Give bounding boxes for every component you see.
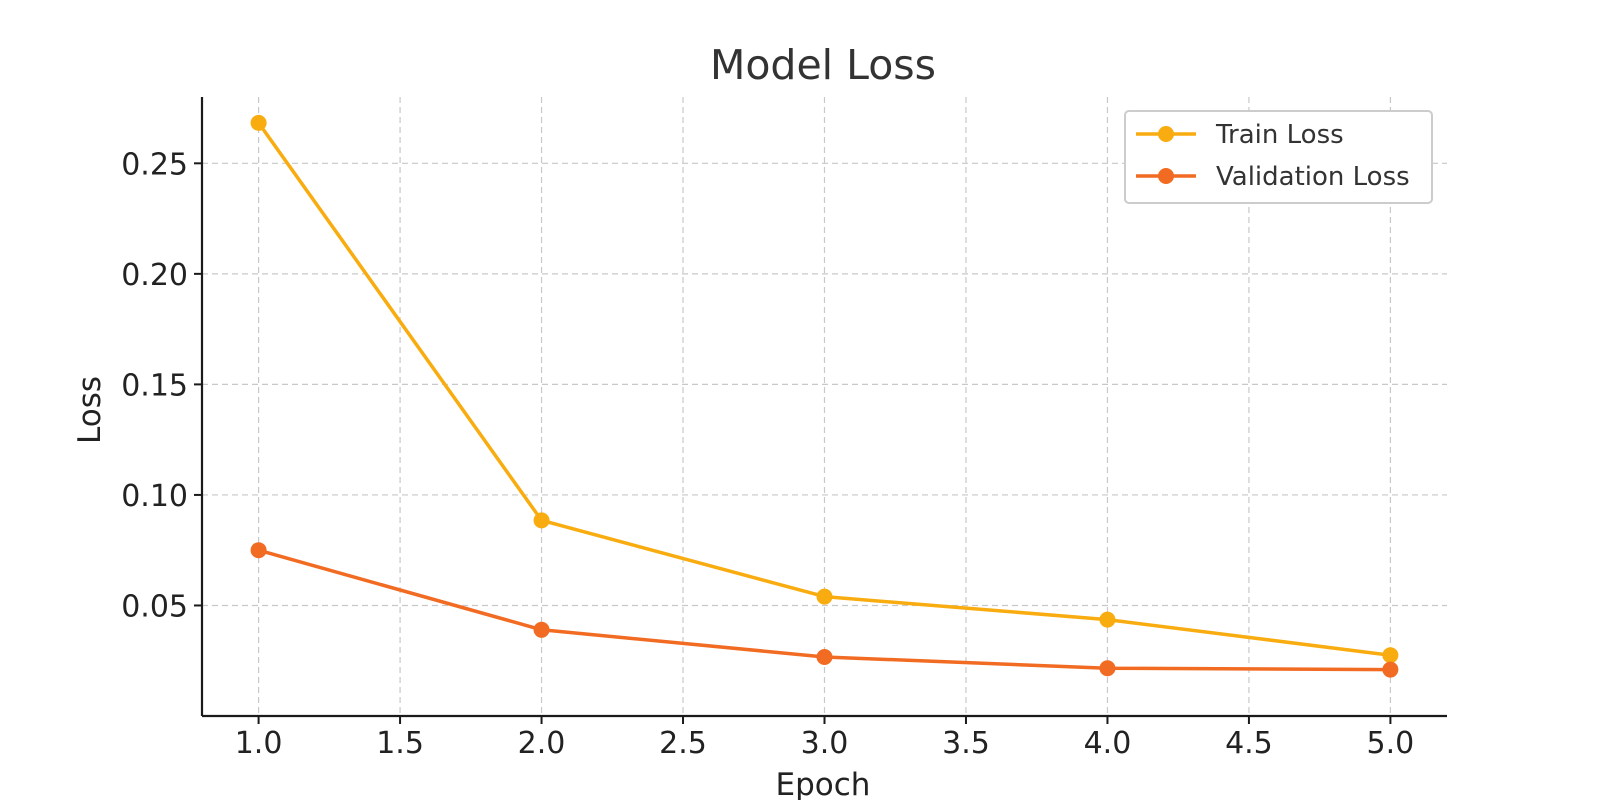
x-tick-label: 3.5 xyxy=(942,726,990,761)
data-point xyxy=(816,588,833,605)
legend-label: Validation Loss xyxy=(1216,162,1410,192)
data-point xyxy=(533,512,550,529)
x-ticks: 1.0 1.5 2.0 2.5 3.0 3.5 4.0 4.5 5.0 xyxy=(235,716,1415,761)
legend-item: Validation Loss xyxy=(1136,162,1410,192)
legend-item: Train Loss xyxy=(1136,120,1344,150)
legend-marker xyxy=(1158,126,1174,142)
data-point xyxy=(1382,647,1399,664)
series-2 xyxy=(250,542,1399,678)
y-axis-title: Loss xyxy=(72,376,108,444)
x-tick-label: 4.5 xyxy=(1225,726,1273,761)
series xyxy=(250,114,1399,678)
x-tick-label: 4.0 xyxy=(1084,726,1132,761)
legend-marker xyxy=(1158,168,1174,184)
data-point xyxy=(816,648,833,665)
y-tick-label: 0.25 xyxy=(121,147,188,182)
data-point xyxy=(1099,660,1116,677)
legend: Train Loss Validation Loss xyxy=(1124,110,1433,204)
y-ticks: 0.05 0.10 0.15 0.20 0.25 xyxy=(121,147,202,624)
legend-label: Train Loss xyxy=(1215,120,1344,150)
data-point xyxy=(533,621,550,638)
data-point xyxy=(1099,611,1116,628)
data-point xyxy=(250,114,267,131)
y-tick-label: 0.20 xyxy=(121,258,188,293)
y-tick-label: 0.10 xyxy=(121,479,188,514)
x-tick-label: 2.0 xyxy=(518,726,566,761)
x-axis-title: Epoch xyxy=(776,767,871,800)
chart-title: Model Loss xyxy=(710,41,936,89)
x-tick-label: 1.0 xyxy=(235,726,283,761)
x-tick-label: 1.5 xyxy=(376,726,424,761)
x-tick-label: 5.0 xyxy=(1367,726,1415,761)
data-point xyxy=(1382,661,1399,678)
legend-box xyxy=(1124,110,1433,204)
x-tick-label: 3.0 xyxy=(801,726,849,761)
y-tick-label: 0.15 xyxy=(121,368,188,403)
data-point xyxy=(250,542,267,559)
y-tick-label: 0.05 xyxy=(121,589,188,624)
series-1 xyxy=(250,114,1399,664)
x-tick-label: 2.5 xyxy=(659,726,707,761)
